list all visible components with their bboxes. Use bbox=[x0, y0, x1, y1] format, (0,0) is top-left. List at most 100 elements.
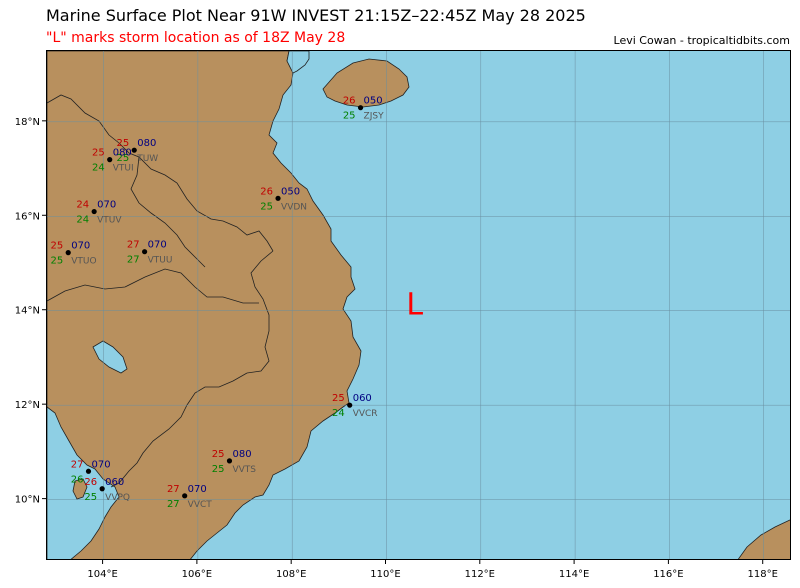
station-id: VVPQ bbox=[105, 493, 130, 503]
station-id: VVTS bbox=[232, 465, 256, 475]
station-temperature: 25 bbox=[332, 393, 345, 404]
station-id: VTUV bbox=[97, 216, 122, 226]
station-temperature: 27 bbox=[71, 459, 84, 470]
station-temperature: 27 bbox=[127, 240, 140, 251]
station-dot bbox=[357, 105, 364, 111]
station-plot[interactable]: 25 070 25 VTUO bbox=[50, 241, 96, 267]
station-pressure: 080 bbox=[137, 138, 156, 149]
station-plot[interactable]: 26 050 25 ZJSY bbox=[343, 96, 384, 122]
station-dot bbox=[226, 458, 233, 464]
lat-tick-label: 14°N bbox=[15, 306, 40, 317]
station-plot[interactable]: 27 070 26 bbox=[71, 459, 111, 485]
map-panel[interactable]: 26 050 25 ZJSY 26 050 25 VVDN 25 080 25 TUW 25 080 24 V… bbox=[46, 50, 791, 560]
credit-label: Levi Cowan - tropicaltidbits.com bbox=[613, 34, 790, 47]
station-dewpoint: 25 bbox=[212, 464, 225, 475]
station-id: VVCT bbox=[188, 500, 213, 510]
station-temperature: 25 bbox=[50, 241, 63, 252]
tonle-sap-lake bbox=[92, 340, 128, 374]
lon-tick-label: 104°E bbox=[87, 569, 117, 580]
station-dot bbox=[347, 402, 353, 408]
hainan-island bbox=[322, 58, 410, 108]
station-dewpoint: 27 bbox=[167, 499, 180, 510]
station-pressure: 080 bbox=[113, 148, 132, 159]
station-pressure: 050 bbox=[364, 96, 383, 107]
station-id: ZJSY bbox=[364, 112, 385, 122]
station-temperature: 26 bbox=[260, 186, 273, 197]
gulf-of-tonkin bbox=[286, 51, 310, 74]
station-plot[interactable]: 26 060 25 VVPQ bbox=[84, 477, 130, 503]
station-temperature: 24 bbox=[76, 200, 89, 211]
station-dot bbox=[275, 195, 281, 201]
lat-tick-label: 16°N bbox=[15, 211, 40, 222]
station-temperature: 25 bbox=[116, 138, 129, 149]
chart-subtitle: "L" marks storm location as of 18Z May 2… bbox=[46, 30, 346, 46]
station-temperature: 27 bbox=[167, 484, 180, 495]
station-dot bbox=[85, 468, 92, 474]
station-dewpoint: 25 bbox=[116, 153, 129, 164]
station-id: VTUI bbox=[113, 164, 134, 174]
station-dewpoint: 25 bbox=[260, 201, 273, 212]
station-id: VTUU bbox=[148, 256, 173, 266]
station-pressure: 050 bbox=[281, 186, 300, 197]
station-temperature: 26 bbox=[343, 96, 356, 107]
station-dot bbox=[65, 250, 71, 256]
borneo-corner bbox=[737, 519, 790, 559]
country-borders bbox=[47, 94, 274, 488]
lon-tick-label: 112°E bbox=[465, 569, 495, 580]
station-dewpoint: 26 bbox=[71, 474, 84, 485]
land-layer bbox=[47, 51, 790, 559]
phu-quoc-island bbox=[72, 478, 88, 500]
station-dot bbox=[107, 157, 113, 163]
station-pressure: 070 bbox=[97, 200, 116, 211]
station-pressure: 070 bbox=[188, 484, 207, 495]
mainland-landmass bbox=[47, 51, 362, 559]
lon-tick-label: 106°E bbox=[182, 569, 212, 580]
chart-title: Marine Surface Plot Near 91W INVEST 21:1… bbox=[46, 6, 586, 25]
station-id: TUW bbox=[136, 154, 158, 164]
lat-tick-label: 10°N bbox=[15, 495, 40, 506]
station-plot[interactable]: 25 060 24 VVCR bbox=[332, 393, 378, 419]
station-pressure: 070 bbox=[148, 240, 167, 251]
station-dewpoint: 25 bbox=[343, 111, 356, 122]
lat-tick-label: 18°N bbox=[15, 117, 40, 128]
station-plot[interactable]: 26 050 25 VVDN bbox=[260, 186, 307, 212]
station-dot bbox=[99, 486, 105, 492]
station-pressure: 080 bbox=[232, 449, 251, 460]
station-temperature: 25 bbox=[92, 148, 105, 159]
lon-tick-label: 114°E bbox=[559, 569, 589, 580]
station-dewpoint: 25 bbox=[84, 492, 97, 503]
station-dewpoint: 25 bbox=[50, 256, 63, 267]
station-id: VVDN bbox=[281, 202, 307, 212]
station-dewpoint: 27 bbox=[127, 255, 140, 266]
station-dewpoint: 24 bbox=[76, 215, 89, 226]
station-temperature: 25 bbox=[212, 449, 225, 460]
station-dewpoint: 24 bbox=[332, 408, 345, 419]
station-dewpoint: 24 bbox=[92, 163, 105, 174]
station-temperature: 26 bbox=[84, 477, 97, 488]
lat-tick-label: 12°N bbox=[15, 400, 40, 411]
station-plot[interactable]: 24 070 24 VTUV bbox=[76, 200, 122, 226]
station-dot bbox=[182, 493, 188, 499]
station-dot bbox=[131, 147, 137, 153]
station-pressure: 070 bbox=[71, 241, 90, 252]
lon-tick-label: 118°E bbox=[748, 569, 778, 580]
lon-tick-label: 110°E bbox=[370, 569, 400, 580]
station-plot[interactable]: 25 080 25 VVTS bbox=[212, 449, 257, 475]
lon-tick-label: 116°E bbox=[653, 569, 683, 580]
station-plot[interactable]: 27 070 27 VVCT bbox=[167, 484, 212, 510]
station-plot[interactable]: 27 070 27 VTUU bbox=[127, 240, 173, 266]
station-dot bbox=[91, 208, 97, 215]
station-id: VTUO bbox=[71, 257, 96, 267]
lon-tick-label: 108°E bbox=[276, 569, 306, 580]
station-id: VVCR bbox=[353, 409, 378, 419]
station-dot bbox=[142, 249, 148, 255]
storm-marker: L bbox=[406, 288, 423, 323]
graticule bbox=[47, 51, 790, 559]
station-pressure: 060 bbox=[353, 393, 372, 404]
station-pressure: 070 bbox=[91, 459, 110, 470]
station-pressure: 060 bbox=[105, 477, 124, 488]
